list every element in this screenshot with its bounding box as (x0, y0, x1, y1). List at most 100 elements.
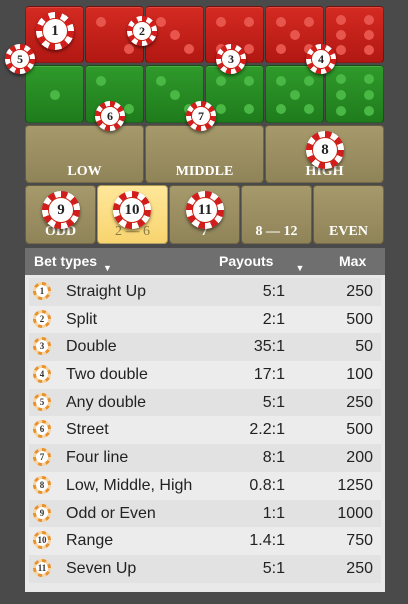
bet-payout: 1.4:1 (249, 532, 285, 550)
table-row: 4 Two double 17:1 100 (29, 361, 381, 389)
bet-payout: 5:1 (262, 559, 285, 577)
range-low-label: 2 — 6 (115, 224, 150, 239)
bet-type-name: Seven Up (66, 559, 137, 577)
bet-payout: 2:1 (262, 310, 285, 328)
chevron-down-icon: ▼ (295, 263, 305, 273)
chip-10-label: 10 (119, 197, 145, 223)
bet-max: 50 (355, 338, 373, 356)
betting-board: LOW MIDDLE HIGH ODD 2 — 6 7 8 — 12 EVEN … (0, 0, 408, 248)
table-row: 7 Four line 8:1 200 (29, 444, 381, 472)
chip-3[interactable]: 3 (216, 44, 246, 74)
low-label: LOW (67, 164, 102, 179)
bet-zone-even[interactable]: EVEN (313, 185, 384, 244)
chip-6-label: 6 (100, 106, 120, 126)
chip-11-label: 11 (192, 197, 218, 223)
odd-label: ODD (44, 224, 77, 239)
bet-max: 750 (346, 532, 373, 550)
green-die-5[interactable] (265, 65, 324, 123)
bet-max: 250 (346, 283, 373, 300)
bet-max: 500 (346, 421, 373, 439)
bet-type-name: Straight Up (66, 283, 147, 300)
table-row: 5 Any double 5:1 250 (29, 388, 381, 417)
bet-type-name: Street (66, 421, 109, 439)
chip-4-label: 4 (311, 49, 331, 69)
bet-types-sort-header[interactable]: Bet types ▼ (34, 253, 112, 273)
table-row: 8 Low, Middle, High 0.8:1 1250 (29, 471, 381, 500)
green-die-1[interactable] (25, 65, 84, 123)
payouts-sort-header[interactable]: Payouts ▼ (219, 253, 304, 273)
bet-number: 10 (36, 534, 48, 547)
chip-8[interactable]: 8 (306, 131, 344, 169)
table-row: 2 Split 2:1 500 (29, 305, 381, 334)
payouts-header-label: Payouts (219, 253, 274, 269)
chip-8-label: 8 (312, 137, 338, 163)
bet-types-header-label: Bet types (34, 253, 98, 269)
bet-max: 100 (346, 366, 373, 384)
middle-label: MIDDLE (175, 164, 234, 179)
chip-7[interactable]: 7 (186, 101, 216, 131)
bet-max: 500 (346, 310, 373, 328)
chip-11[interactable]: 11 (186, 191, 224, 229)
bet-number-chip-icon: 9 (33, 503, 51, 522)
bet-type-name: Any double (66, 393, 147, 411)
high-label: HIGH (305, 164, 344, 179)
chip-2-label: 2 (132, 21, 152, 41)
bet-number-chip-icon: 8 (33, 475, 51, 494)
bet-payout: 8:1 (262, 449, 285, 467)
bet-payout: 35:1 (253, 338, 285, 356)
bet-number-chip-icon: 7 (33, 448, 51, 467)
bet-type-name: Four line (66, 449, 129, 467)
bet-payout: 17:1 (253, 366, 285, 384)
chip-10[interactable]: 10 (113, 191, 151, 229)
table-row: 3 Double 35:1 50 (29, 333, 381, 362)
chip-9-label: 9 (48, 197, 74, 223)
bet-type-name: Range (66, 532, 114, 550)
bet-number: 11 (36, 561, 48, 574)
bet-number: 6 (36, 423, 48, 436)
bet-payout: 5:1 (262, 283, 285, 300)
max-header-label: Max (339, 253, 367, 269)
bet-number: 5 (36, 395, 48, 408)
chip-6[interactable]: 6 (95, 101, 125, 131)
chip-4[interactable]: 4 (306, 44, 336, 74)
bet-number-chip-icon: 6 (33, 420, 51, 439)
range-high-label: 8 — 12 (255, 224, 298, 239)
bet-number: 1 (36, 285, 48, 297)
bet-number-chip-icon: 2 (33, 309, 51, 328)
bet-max: 1250 (337, 476, 373, 494)
bet-number: 7 (36, 451, 48, 464)
table-row: 1 Straight Up 5:1 250 (29, 278, 381, 306)
bet-zone-middle[interactable]: MIDDLE (145, 125, 264, 183)
bet-payout: 0.8:1 (249, 476, 285, 494)
bet-number-chip-icon: 4 (33, 365, 51, 384)
chip-1-label: 1 (42, 18, 68, 44)
bet-number-chip-icon: 11 (33, 558, 51, 577)
chip-2[interactable]: 2 (127, 16, 157, 46)
chip-3-label: 3 (221, 49, 241, 69)
green-die-6[interactable] (325, 65, 384, 123)
chip-5[interactable]: 5 (5, 44, 35, 74)
bet-number-chip-icon: 10 (33, 531, 51, 550)
bet-number: 2 (36, 312, 48, 325)
bet-type-name: Low, Middle, High (66, 476, 193, 494)
bet-max: 200 (346, 449, 373, 467)
bet-types-table: Bet types ▼ Payouts ▼ Max 1 Straight Up 5:1 2… (25, 248, 385, 592)
bet-max: 250 (346, 393, 373, 411)
bet-payout: 1:1 (262, 504, 285, 522)
green-die-4[interactable] (205, 65, 264, 123)
bet-max: 1000 (337, 504, 373, 522)
bet-number-chip-icon: 3 (33, 337, 51, 356)
seven-label: 7 (201, 224, 208, 239)
chip-9[interactable]: 9 (42, 191, 80, 229)
table-row: 11 Seven Up 5:1 250 (29, 554, 381, 583)
bet-payout: 5:1 (262, 393, 285, 411)
bet-zone-low[interactable]: LOW (25, 125, 144, 183)
bet-type-name: Odd or Even (66, 504, 156, 522)
chip-1[interactable]: 1 (36, 12, 74, 50)
bet-zone-range-low[interactable]: 2 — 6 (97, 185, 168, 244)
table-header: Bet types ▼ Payouts ▼ Max (25, 248, 385, 275)
chip-5-label: 5 (10, 49, 30, 69)
bet-type-name: Two double (66, 366, 148, 384)
even-label: EVEN (329, 224, 368, 239)
bet-zone-range-high[interactable]: 8 — 12 (241, 185, 312, 244)
